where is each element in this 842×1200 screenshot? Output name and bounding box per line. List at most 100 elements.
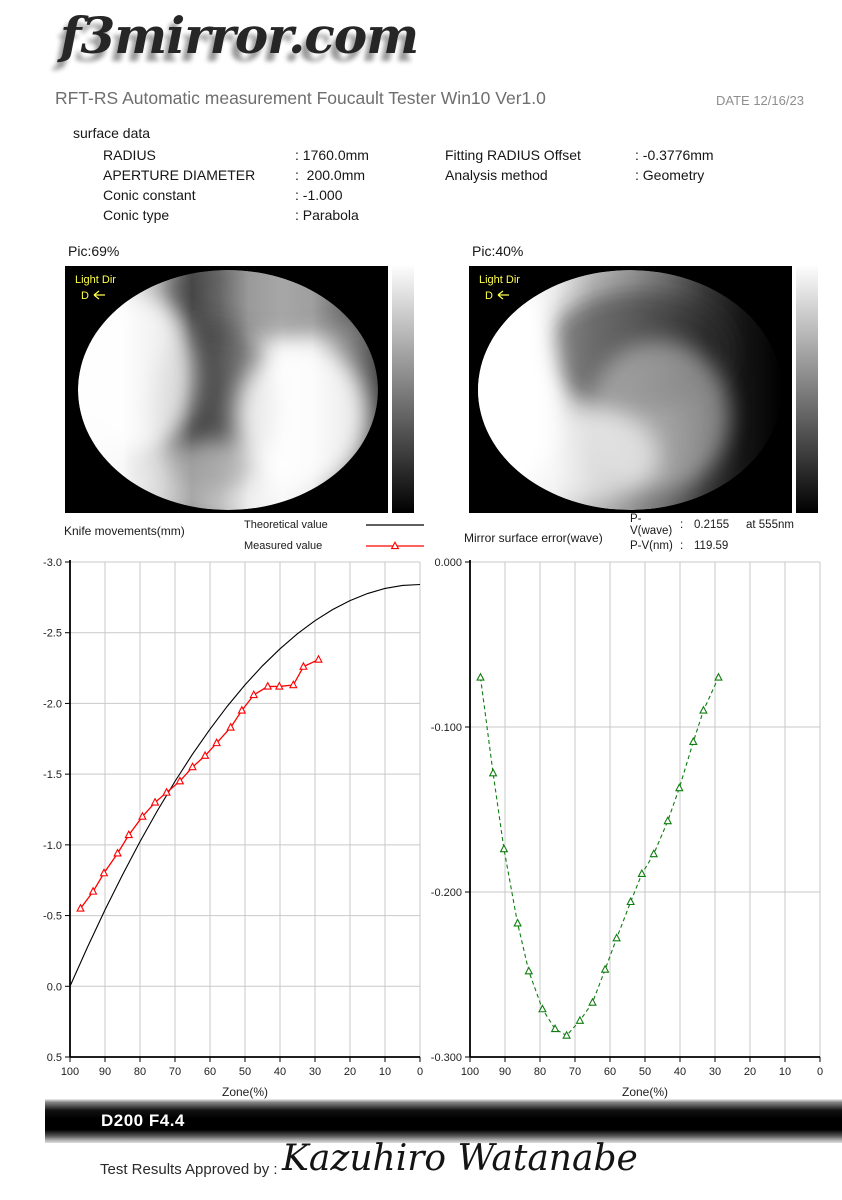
report-date: DATE 12/16/23 (716, 93, 804, 108)
svg-text:0.000: 0.000 (434, 557, 462, 569)
colon: : (295, 187, 299, 203)
error-chart-title: Mirror surface error(wave) (464, 531, 603, 545)
colon: : (295, 207, 299, 223)
pic-40-label: Pic:40% (472, 243, 524, 259)
svg-text:70: 70 (169, 1066, 181, 1078)
light-dir-d: D (81, 290, 89, 302)
svg-text:20: 20 (344, 1066, 356, 1078)
svg-text:0.0: 0.0 (47, 981, 62, 993)
pv-stat-suffix: at 555nm (746, 518, 794, 531)
surface-data-right-column: Fitting RADIUS Offset: -0.3776mm Analysi… (445, 145, 714, 185)
light-direction-arrow-icon (497, 290, 509, 300)
conic-type-label: Conic type (103, 207, 170, 223)
light-direction-arrow-icon (93, 290, 105, 300)
pv-stat-row: P-V(nm):119.59 (630, 535, 794, 556)
svg-text:-3.0: -3.0 (43, 557, 62, 569)
svg-text:-1.5: -1.5 (43, 769, 62, 781)
svg-text:Zone(%): Zone(%) (622, 1085, 668, 1099)
svg-text:60: 60 (204, 1066, 216, 1078)
pv-stat-label: P-V(wave) (630, 512, 673, 537)
approved-by-label: Test Results Approved by : (100, 1161, 278, 1178)
light-dir-label: Light Dir (479, 274, 520, 286)
colon: : (295, 167, 299, 183)
fitting-offset-label: Fitting RADIUS Offset (445, 147, 581, 163)
svg-text:Zone(%): Zone(%) (222, 1085, 268, 1099)
svg-text:0.5: 0.5 (47, 1052, 62, 1064)
colon: : (295, 147, 299, 163)
surface-data-row: Conic constant: -1.000 (103, 185, 369, 205)
svg-text:-2.5: -2.5 (43, 628, 62, 640)
svg-text:0: 0 (817, 1066, 823, 1078)
svg-text:80: 80 (134, 1066, 146, 1078)
legend-label: Measured value (244, 539, 323, 552)
aperture-label: APERTURE DIAMETER (103, 167, 256, 183)
colon: : (680, 539, 684, 552)
svg-text:-0.5: -0.5 (43, 911, 62, 923)
legend-label: Theoretical value (244, 518, 328, 531)
surface-data-heading: surface data (73, 125, 151, 141)
surface-data-row: APERTURE DIAMETER: 200.0mm (103, 165, 369, 185)
approver-signature: Kazuhiro Watanabe (282, 1138, 638, 1179)
light-dir-label: Light Dir (75, 274, 116, 286)
model-bar: D200 F4.4 (45, 1099, 842, 1143)
mirror-shadowgram (478, 270, 782, 510)
knife-chart-legend: Theoretical value Measured value (244, 514, 424, 556)
svg-text:-1.0: -1.0 (43, 840, 62, 852)
radius-value: 1760.0mm (298, 147, 369, 163)
svg-text:90: 90 (499, 1066, 511, 1078)
svg-text:40: 40 (674, 1066, 686, 1078)
pv-stat-value: 119.59 (694, 539, 729, 552)
svg-text:40: 40 (274, 1066, 286, 1078)
svg-text:10: 10 (779, 1066, 791, 1078)
analysis-method-value: Geometry (638, 167, 705, 183)
svg-text:-0.300: -0.300 (431, 1052, 462, 1064)
svg-text:50: 50 (639, 1066, 651, 1078)
app-title: RFT-RS Automatic measurement Foucault Te… (55, 88, 546, 108)
legend-item: Measured value (244, 535, 424, 556)
svg-text:30: 30 (709, 1066, 721, 1078)
conic-constant-label: Conic constant (103, 187, 196, 203)
svg-text:100: 100 (61, 1066, 79, 1078)
legend-item: Theoretical value (244, 514, 424, 535)
pv-stat-label: P-V(nm) (630, 539, 673, 552)
fitting-offset-value: -0.3776mm (638, 147, 714, 163)
surface-data-row: Conic type: Parabola (103, 205, 369, 225)
svg-text:20: 20 (744, 1066, 756, 1078)
conic-constant-value: -1.000 (298, 187, 343, 203)
svg-text:-0.100: -0.100 (431, 722, 462, 734)
svg-text:0: 0 (417, 1066, 423, 1078)
grayscale-bar (392, 266, 414, 513)
surface-data-row: RADIUS: 1760.0mm (103, 145, 369, 165)
colon: : (635, 167, 639, 183)
light-dir-d: D (485, 290, 493, 302)
colon: : (635, 147, 639, 163)
svg-text:90: 90 (99, 1066, 111, 1078)
svg-text:100: 100 (461, 1066, 479, 1078)
svg-text:60: 60 (604, 1066, 616, 1078)
foucault-image-40: Light Dir D (469, 266, 818, 513)
pv-stat-row: P-V(wave):0.2155 at 555nm (630, 512, 794, 537)
svg-text:-0.200: -0.200 (431, 887, 462, 899)
surface-data-row: Analysis method: Geometry (445, 165, 714, 185)
legend-sample-line (366, 540, 424, 549)
colon: : (680, 518, 684, 531)
mirror-model-label: D200 F4.4 (101, 1111, 185, 1130)
svg-text:70: 70 (569, 1066, 581, 1078)
foucault-image-69: Light Dir D (65, 266, 414, 513)
knife-chart-title: Knife movements(mm) (64, 524, 185, 538)
svg-text:50: 50 (239, 1066, 251, 1078)
svg-text:-2.0: -2.0 (43, 698, 62, 710)
grayscale-bar (796, 266, 818, 513)
surface-data-left-column: RADIUS: 1760.0mm APERTURE DIAMETER: 200.… (103, 145, 369, 225)
legend-sample-line (366, 523, 424, 526)
conic-type-value: Parabola (298, 207, 359, 223)
analysis-method-label: Analysis method (445, 167, 548, 183)
svg-text:10: 10 (379, 1066, 391, 1078)
radius-label: RADIUS (103, 147, 156, 163)
aperture-value: 200.0mm (298, 167, 366, 183)
surface-data-row: Fitting RADIUS Offset: -0.3776mm (445, 145, 714, 165)
svg-text:30: 30 (309, 1066, 321, 1078)
